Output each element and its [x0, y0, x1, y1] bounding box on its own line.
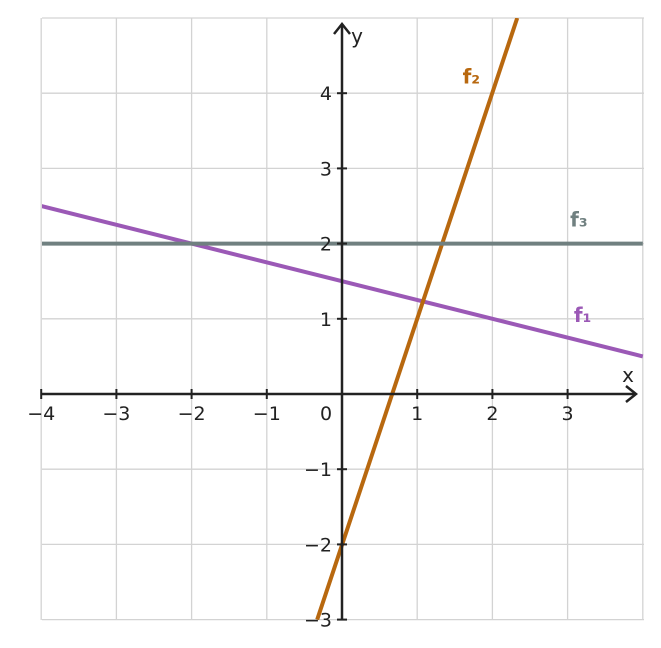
y-tick-label: −1 [304, 459, 332, 481]
y-tick-label: 1 [320, 309, 332, 331]
y-tick-label: 4 [320, 83, 332, 105]
x-tick-label: 2 [486, 403, 498, 425]
y-tick-label: −2 [304, 534, 332, 556]
x-tick-label: 3 [562, 403, 574, 425]
y-tick-label: −3 [304, 610, 332, 632]
series-label-2: f₂ [463, 65, 480, 89]
series-label-3: f₃ [570, 208, 587, 232]
x-tick-label: −2 [178, 403, 206, 425]
x-tick-label: −4 [27, 403, 55, 425]
series-label-1: f₁ [574, 303, 591, 327]
x-tick-label: 1 [411, 403, 423, 425]
x-axis-arrow [625, 385, 639, 403]
x-tick-label: 0 [320, 403, 332, 425]
x-tick-label: −1 [253, 403, 281, 425]
axes [40, 21, 639, 621]
y-tick-label: 3 [320, 158, 332, 180]
x-tick-label: −3 [102, 403, 130, 425]
y-axis-label: y [351, 24, 363, 48]
x-axis-label: x [622, 363, 634, 387]
y-axis-arrow [333, 21, 351, 35]
series-line-2 [315, 18, 520, 620]
y-tick-label: 2 [320, 234, 332, 256]
labels: −4 −3 −2 −1 0 1 2 3 −3 −2 −1 1 2 3 4 x y f₁ f₂ f₃ [27, 24, 634, 632]
